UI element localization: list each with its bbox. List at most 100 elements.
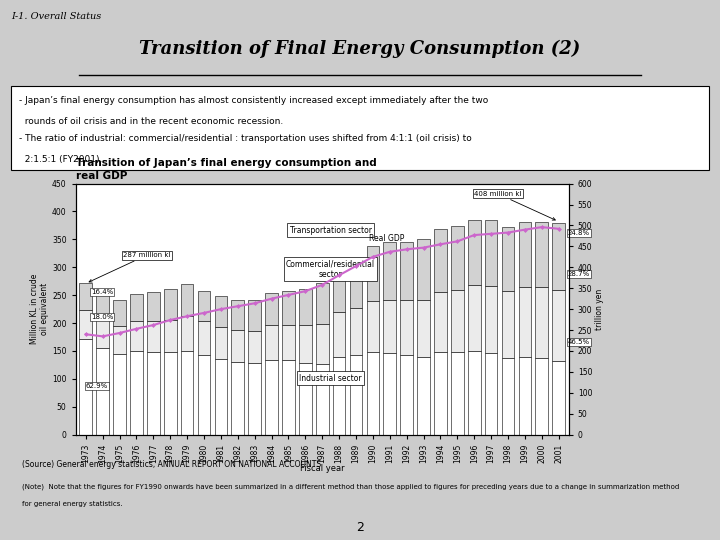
Bar: [384, 300, 396, 353]
Bar: [181, 316, 194, 351]
Bar: [113, 326, 126, 354]
Text: - The ratio of industrial: commercial/residential : transportation uses shifted : - The ratio of industrial: commercial/re…: [19, 134, 472, 143]
Bar: [316, 323, 328, 364]
Bar: [333, 312, 346, 356]
Bar: [468, 285, 480, 351]
Y-axis label: Million KL in crude
oil equivalent: Million KL in crude oil equivalent: [30, 274, 49, 345]
Bar: [451, 226, 464, 289]
Bar: [248, 331, 261, 363]
Text: 62.9%: 62.9%: [86, 383, 108, 389]
Bar: [282, 325, 294, 361]
Bar: [265, 360, 278, 435]
Bar: [181, 284, 194, 316]
Bar: [451, 289, 464, 352]
Text: 408 million kl: 408 million kl: [474, 191, 555, 220]
Bar: [518, 287, 531, 356]
Bar: [164, 320, 176, 352]
X-axis label: Fiscal year: Fiscal year: [300, 464, 344, 474]
Text: Real GDP: Real GDP: [369, 233, 405, 242]
Bar: [181, 351, 194, 435]
Bar: [197, 321, 210, 355]
Bar: [96, 348, 109, 435]
Bar: [552, 222, 565, 289]
Bar: [417, 239, 430, 300]
Bar: [333, 356, 346, 435]
Text: 2:1.5:1 (FY2001).: 2:1.5:1 (FY2001).: [19, 155, 102, 164]
Bar: [350, 355, 362, 435]
Bar: [485, 353, 498, 435]
Bar: [366, 301, 379, 352]
Bar: [434, 352, 447, 435]
Bar: [536, 287, 548, 357]
Bar: [468, 220, 480, 285]
Text: rounds of oil crisis and in the recent economic recession.: rounds of oil crisis and in the recent e…: [19, 117, 284, 126]
Bar: [79, 310, 92, 339]
Bar: [231, 300, 244, 330]
Text: 24.8%: 24.8%: [568, 230, 590, 236]
Bar: [333, 266, 346, 312]
Y-axis label: trillion yen: trillion yen: [595, 288, 604, 330]
Bar: [113, 300, 126, 326]
Bar: [384, 353, 396, 435]
Bar: [215, 360, 228, 435]
Bar: [502, 227, 514, 291]
Bar: [299, 363, 312, 435]
Bar: [518, 221, 531, 287]
Bar: [282, 361, 294, 435]
Bar: [265, 293, 278, 325]
Text: 2: 2: [356, 521, 364, 534]
Bar: [265, 325, 278, 360]
Text: 16.4%: 16.4%: [91, 289, 113, 295]
Bar: [417, 356, 430, 435]
Bar: [552, 289, 565, 361]
Text: Industrial sector: Industrial sector: [300, 374, 362, 382]
Bar: [451, 352, 464, 435]
Bar: [282, 291, 294, 325]
Bar: [248, 363, 261, 435]
Bar: [147, 321, 160, 352]
Bar: [502, 291, 514, 357]
Bar: [130, 321, 143, 351]
Bar: [434, 292, 447, 352]
Text: - Japan’s final energy consumption has almost consistently increased except imme: - Japan’s final energy consumption has a…: [19, 97, 488, 105]
Bar: [231, 362, 244, 435]
Bar: [231, 330, 244, 362]
Bar: [468, 351, 480, 435]
Bar: [164, 289, 176, 320]
Bar: [299, 288, 312, 325]
Text: 28.7%: 28.7%: [568, 271, 590, 277]
Bar: [350, 258, 362, 308]
Bar: [485, 286, 498, 353]
Bar: [350, 308, 362, 355]
Bar: [130, 294, 143, 321]
Bar: [502, 357, 514, 435]
Bar: [147, 352, 160, 435]
Bar: [79, 284, 92, 310]
Bar: [434, 230, 447, 292]
Text: (Source) General energy statistics, ANNUAL REPORT ON NATIONAL ACCOUNTS: (Source) General energy statistics, ANNU…: [22, 460, 320, 469]
Text: I-1. Overall Status: I-1. Overall Status: [11, 12, 101, 21]
Text: Transportation sector: Transportation sector: [289, 226, 372, 235]
Bar: [248, 300, 261, 331]
Text: Transition of Final Energy Consumption (2): Transition of Final Energy Consumption (…: [140, 40, 580, 58]
Text: 287 million kl: 287 million kl: [89, 252, 171, 282]
Bar: [164, 352, 176, 435]
Text: 46.5%: 46.5%: [568, 339, 590, 345]
Bar: [400, 300, 413, 355]
Bar: [485, 220, 498, 286]
Bar: [79, 339, 92, 435]
Bar: [215, 327, 228, 360]
Bar: [197, 355, 210, 435]
Bar: [536, 221, 548, 287]
Bar: [552, 361, 565, 435]
Bar: [215, 296, 228, 327]
Text: (Note)  Note that the figures for FY1990 onwards have been summarized in a diffe: (Note) Note that the figures for FY1990 …: [22, 483, 679, 490]
Bar: [417, 300, 430, 356]
Bar: [400, 355, 413, 435]
Bar: [518, 356, 531, 435]
Text: for general energy statistics.: for general energy statistics.: [22, 501, 122, 507]
Bar: [316, 284, 328, 323]
Text: Commercial/residential
sector: Commercial/residential sector: [286, 259, 375, 279]
Bar: [113, 354, 126, 435]
Text: 18.0%: 18.0%: [91, 314, 113, 320]
